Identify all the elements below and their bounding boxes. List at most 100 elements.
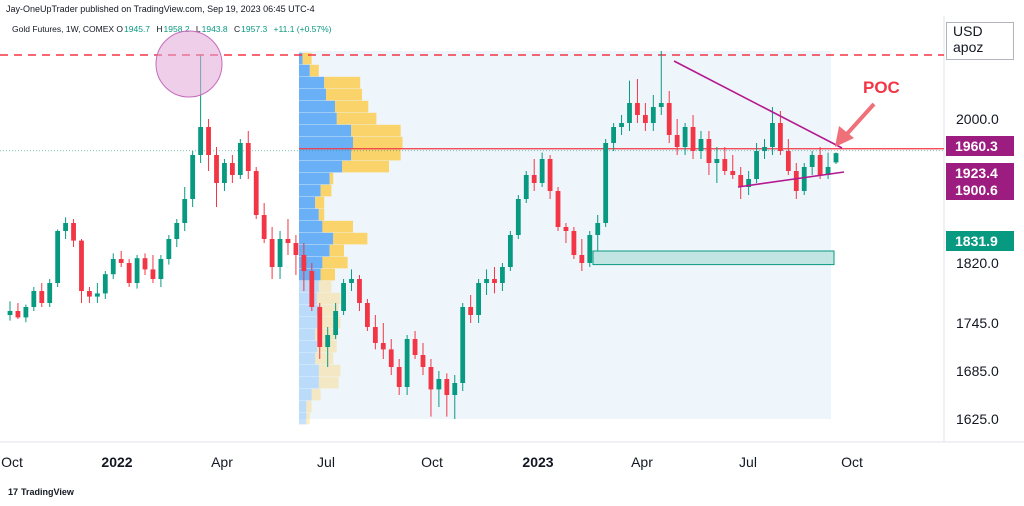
candle bbox=[587, 231, 593, 267]
candle bbox=[349, 269, 354, 291]
candle-body bbox=[690, 127, 696, 151]
volume-profile-up-bar bbox=[299, 88, 326, 101]
candle bbox=[714, 147, 720, 183]
candle bbox=[627, 80, 632, 131]
candle-body bbox=[555, 191, 561, 227]
poc-arrow-head bbox=[835, 126, 854, 147]
volume-profile-down-bar bbox=[351, 124, 401, 137]
candle bbox=[770, 107, 775, 155]
candle bbox=[15, 303, 21, 319]
candle-body bbox=[571, 231, 577, 255]
candle bbox=[531, 159, 537, 191]
candle-body bbox=[420, 355, 426, 367]
candle bbox=[682, 123, 688, 155]
candle-body bbox=[23, 307, 29, 318]
candle bbox=[603, 139, 609, 227]
candle-body bbox=[666, 103, 672, 135]
volume-profile-down-bar bbox=[322, 220, 353, 233]
candle-body bbox=[174, 223, 180, 239]
volume-profile-down-bar bbox=[329, 244, 344, 257]
candle bbox=[420, 343, 426, 375]
candle bbox=[277, 231, 283, 279]
candle bbox=[404, 335, 410, 395]
volume-profile-down-bar bbox=[320, 268, 335, 281]
publisher-caption: Jay-OneUpTrader published on TradingView… bbox=[6, 4, 315, 14]
candle-body bbox=[833, 153, 839, 163]
volume-profile-down-bar bbox=[333, 232, 368, 245]
candle bbox=[388, 339, 394, 375]
candle-body bbox=[635, 103, 640, 115]
candle-body bbox=[460, 307, 466, 383]
currency-unit-line1: USD bbox=[953, 23, 983, 39]
volume-profile-up-bar bbox=[299, 64, 310, 77]
tradingview-logo: 17 TradingView bbox=[8, 487, 74, 497]
candle bbox=[365, 299, 370, 331]
candle-body bbox=[595, 223, 601, 235]
candle-body bbox=[412, 339, 418, 355]
candle-body bbox=[809, 155, 815, 167]
candle-body bbox=[325, 335, 331, 347]
candle bbox=[674, 119, 680, 155]
candle-body bbox=[134, 258, 140, 283]
candle-body bbox=[650, 107, 656, 123]
volume-profile-down-bar bbox=[318, 364, 341, 377]
low-label: L bbox=[195, 24, 201, 34]
candle bbox=[754, 143, 759, 183]
candle bbox=[150, 255, 156, 283]
candle-body bbox=[642, 115, 648, 123]
candle-body bbox=[531, 175, 537, 183]
x-axis-tick-label: Oct bbox=[1, 454, 23, 470]
candle-body bbox=[468, 307, 474, 315]
candle-body bbox=[722, 159, 728, 171]
candle-body bbox=[206, 127, 211, 155]
candle bbox=[229, 155, 235, 183]
volume-profile-down-bar bbox=[329, 172, 334, 185]
x-axis-tick-label: Oct bbox=[841, 454, 863, 470]
candle-body bbox=[547, 159, 553, 191]
symbol-legend: Gold Futures, 1W, COMEX O1945.7 H1958.2 … bbox=[12, 24, 332, 34]
candle-body bbox=[253, 171, 259, 215]
candle-body bbox=[770, 123, 775, 147]
highlight-circle bbox=[155, 30, 223, 98]
candle bbox=[301, 243, 307, 291]
candle-body bbox=[658, 103, 664, 107]
volume-profile-down-bar bbox=[326, 88, 362, 101]
currency-unit-selector[interactable]: USD apoz bbox=[946, 22, 1014, 60]
candle bbox=[174, 219, 180, 247]
candle bbox=[87, 287, 92, 303]
candle bbox=[134, 255, 140, 289]
volume-profile-down-bar bbox=[302, 52, 312, 65]
high-label: H bbox=[156, 24, 163, 34]
candle bbox=[666, 91, 672, 143]
volume-profile-down-bar bbox=[335, 100, 369, 113]
demand-zone bbox=[592, 250, 835, 266]
candle-body bbox=[214, 155, 219, 183]
candle bbox=[63, 217, 68, 239]
candle-body bbox=[507, 235, 513, 267]
candle bbox=[7, 301, 13, 321]
volume-profile-down-bar bbox=[309, 64, 319, 77]
price-tag-label: 1960.3 bbox=[955, 138, 998, 154]
y-axis-tick-label: 1685.0 bbox=[956, 363, 999, 379]
volume-profile-down-bar bbox=[336, 112, 377, 125]
candle-body bbox=[476, 283, 481, 315]
candle bbox=[23, 304, 29, 323]
change-value: +11.1 (+0.57%) bbox=[273, 24, 332, 34]
candle-body bbox=[293, 243, 299, 255]
candle bbox=[126, 259, 132, 287]
candle-body bbox=[706, 139, 712, 163]
candle-body bbox=[396, 367, 402, 387]
y-axis-tick-label: 1625.0 bbox=[956, 411, 999, 427]
candle-body bbox=[222, 163, 227, 183]
volume-profile-down-bar bbox=[320, 184, 332, 197]
candle-body bbox=[237, 143, 243, 175]
volume-profile-up-bar bbox=[299, 292, 317, 305]
candle bbox=[412, 331, 418, 359]
candle bbox=[428, 359, 434, 417]
candle bbox=[380, 323, 386, 359]
candle bbox=[372, 315, 378, 350]
price-tag-label: 1900.6 bbox=[955, 182, 998, 198]
candle bbox=[619, 115, 624, 135]
volume-profile-up-bar bbox=[299, 100, 335, 113]
